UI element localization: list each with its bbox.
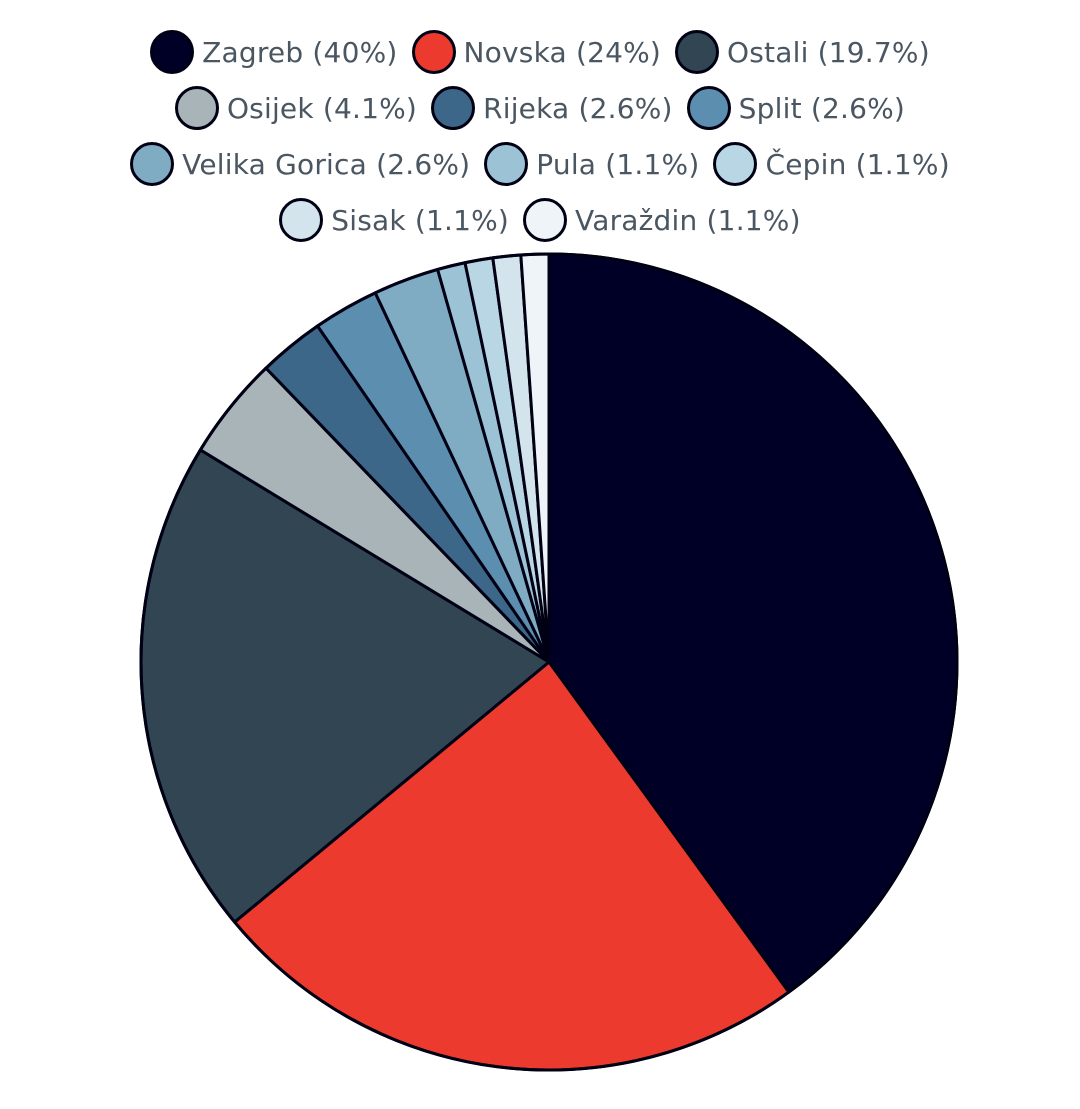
legend-row: Osijek (4.1%) Rijeka (2.6%) Split (2.6%) bbox=[0, 80, 1080, 136]
legend-swatch-zagreb bbox=[150, 30, 195, 74]
legend-item-split: Split (2.6%) bbox=[686, 86, 906, 130]
legend-label-novska: Novska (24%) bbox=[463, 35, 662, 69]
legend-label-rijeka: Rijeka (2.6%) bbox=[483, 91, 673, 125]
legend-label-velika-gorica: Velika Gorica (2.6%) bbox=[182, 147, 471, 181]
legend-swatch-pula bbox=[484, 142, 529, 186]
legend-item-ostali: Ostali (19.7%) bbox=[675, 30, 930, 74]
legend-swatch-cepin bbox=[713, 142, 758, 186]
legend-label-sisak: Sisak (1.1%) bbox=[331, 203, 510, 237]
legend-row: Velika Gorica (2.6%) Pula (1.1%) Čepin (… bbox=[0, 136, 1080, 192]
legend-label-varazdin: Varaždin (1.1%) bbox=[575, 203, 801, 237]
legend-row: Zagreb (40%) Novska (24%) Ostali (19.7%) bbox=[0, 24, 1080, 80]
legend-item-osijek: Osijek (4.1%) bbox=[174, 86, 418, 130]
chart-legend: Zagreb (40%) Novska (24%) Ostali (19.7%)… bbox=[0, 24, 1080, 248]
legend-item-velika-gorica: Velika Gorica (2.6%) bbox=[130, 142, 470, 186]
legend-item-cepin: Čepin (1.1%) bbox=[713, 142, 950, 186]
legend-item-varazdin: Varaždin (1.1%) bbox=[523, 198, 801, 242]
legend-swatch-split bbox=[686, 86, 731, 130]
legend-label-split: Split (2.6%) bbox=[738, 91, 906, 125]
legend-item-novska: Novska (24%) bbox=[411, 30, 662, 74]
legend-swatch-varazdin bbox=[523, 198, 568, 242]
legend-item-pula: Pula (1.1%) bbox=[484, 142, 699, 186]
legend-item-sisak: Sisak (1.1%) bbox=[279, 198, 509, 242]
legend-swatch-osijek bbox=[174, 86, 219, 130]
legend-row: Sisak (1.1%) Varaždin (1.1%) bbox=[0, 192, 1080, 248]
legend-swatch-sisak bbox=[279, 198, 324, 242]
legend-swatch-rijeka bbox=[431, 86, 476, 130]
legend-label-ostali: Ostali (19.7%) bbox=[727, 35, 930, 69]
legend-item-rijeka: Rijeka (2.6%) bbox=[431, 86, 673, 130]
legend-swatch-ostali bbox=[675, 30, 720, 74]
pie-outline bbox=[139, 252, 959, 1072]
legend-label-cepin: Čepin (1.1%) bbox=[765, 147, 950, 181]
legend-label-zagreb: Zagreb (40%) bbox=[202, 35, 398, 69]
legend-item-zagreb: Zagreb (40%) bbox=[150, 30, 397, 74]
legend-swatch-novska bbox=[411, 30, 456, 74]
legend-label-osijek: Osijek (4.1%) bbox=[226, 91, 418, 125]
legend-swatch-velika-gorica bbox=[130, 142, 175, 186]
legend-label-pula: Pula (1.1%) bbox=[536, 147, 700, 181]
